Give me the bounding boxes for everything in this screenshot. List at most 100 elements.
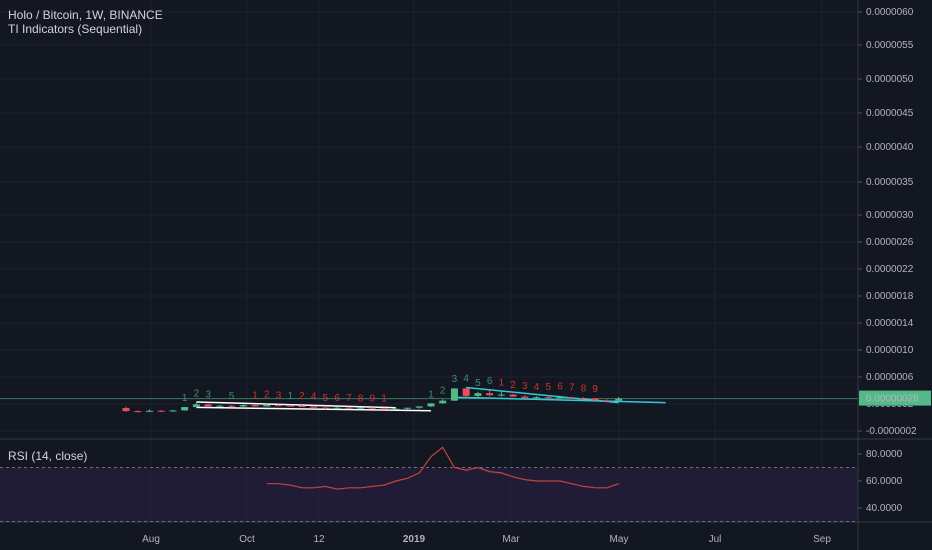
candle-body [345,407,353,409]
count-label: 1 [499,378,505,389]
count-label: 5 [475,378,481,389]
candle-body [228,405,236,407]
count-label: 3 [522,381,528,392]
candle-body [415,406,423,408]
candle-body [591,398,599,401]
rsi-line [266,446,619,490]
candle-body [274,405,282,407]
candle-body [556,397,564,399]
candle-body [181,407,189,411]
candle-body [439,400,447,404]
candle-body [192,404,200,408]
rsi-pane: 40.0000 60.0000 80.0000 [0,446,903,522]
count-label: 6 [557,382,563,393]
x-tick-label: Mar [502,534,520,545]
candle-body [357,407,365,409]
count-label: 1 [381,394,387,405]
y-tick-label: 0.0000026 [866,237,914,248]
count-label: 7 [569,383,575,394]
count-label: 3 [205,390,211,401]
candle-body [603,400,611,402]
y-tick-label: 0.0000050 [866,74,914,85]
candle-body [239,405,247,407]
x-tick-label: 2019 [403,534,426,545]
rsi-tick-label: 40.0000 [866,503,903,514]
grid [0,0,932,523]
candles [122,387,623,413]
y-tick-label: 0.0000018 [866,291,914,302]
count-label: 5 [229,391,235,402]
count-label: 4 [463,373,469,384]
candle-body [392,408,400,410]
count-label: 5 [323,393,329,404]
symbol-title: Holo / Bitcoin, 1W, BINANCE [8,8,163,22]
last-price-label: 0.00000028 [866,394,919,405]
trendlines [196,386,666,412]
count-label: 3 [276,390,282,401]
count-label: 3 [452,374,458,385]
candle-body [145,410,153,412]
count-label: 7 [346,393,352,404]
x-tick-label: Aug [142,534,160,545]
y-tick-label: 0.0000022 [866,264,914,275]
y-tick-label: 0.0000010 [866,345,914,356]
candle-body [380,408,388,410]
candle-body [263,405,271,407]
y-tick-label: 0.0000035 [866,177,914,188]
y-tick-label: 0.0000006 [866,372,914,383]
rsi-band [0,467,858,522]
count-label: 2 [194,388,200,399]
rsi-title: RSI (14, close) [8,449,88,463]
count-label: 8 [581,383,587,394]
count-label: 4 [534,382,540,393]
x-tick-label: May [610,534,629,545]
candle-body [368,407,376,409]
y-tick-label: 0.0000040 [866,142,914,153]
candle-body [204,404,212,407]
count-label: 2 [264,390,270,401]
candle-body [321,407,329,409]
candle-body [404,407,412,409]
sequential-counts: 1 2 3 5 1 2 3 1 2 4 5 6 7 8 9 1 1 23 4 5 6 1 2 3 4 5 6 7 8 9 [182,373,599,404]
y-tick-label: 0.0000030 [866,210,914,221]
candle-body [298,406,306,408]
count-label: 5 [545,382,551,393]
count-label: 6 [487,376,493,387]
candle-body [286,405,294,407]
count-label: 6 [334,393,340,404]
candle-body [310,406,318,408]
candle-body [497,394,505,396]
candle-body [509,394,517,397]
count-label: 8 [358,393,364,404]
candle-body [450,388,458,401]
indicator-title: TI Indicators (Sequential) [8,22,143,36]
candle-body [568,397,576,399]
price-axis: -0.00000020.00000020.00000060.00000100.0… [857,0,931,550]
candle-body [544,397,552,399]
count-label: 1 [428,389,434,400]
candle-body [134,411,142,413]
x-tick-label: 12 [313,534,325,545]
trendline [454,396,666,404]
count-label: 1 [182,393,188,404]
candle-body [427,403,435,407]
x-tick-label: Jul [709,534,722,545]
count-label: 9 [592,384,598,395]
trendline [196,406,431,412]
count-label: 2 [440,385,446,396]
candle-body [157,410,165,412]
x-tick-label: Sep [813,534,831,545]
count-label: 2 [299,391,305,402]
candle-body [462,388,470,396]
time-axis: Aug Oct 12 2019 Mar May Jul Sep [142,534,831,545]
candle-body [169,410,177,412]
candle-body [251,405,259,407]
candle-body [216,405,224,407]
candle-body [474,393,482,396]
count-label: 2 [510,380,516,391]
candle-body [521,396,529,398]
x-tick-label: Oct [239,534,255,545]
candle-body [533,397,541,399]
